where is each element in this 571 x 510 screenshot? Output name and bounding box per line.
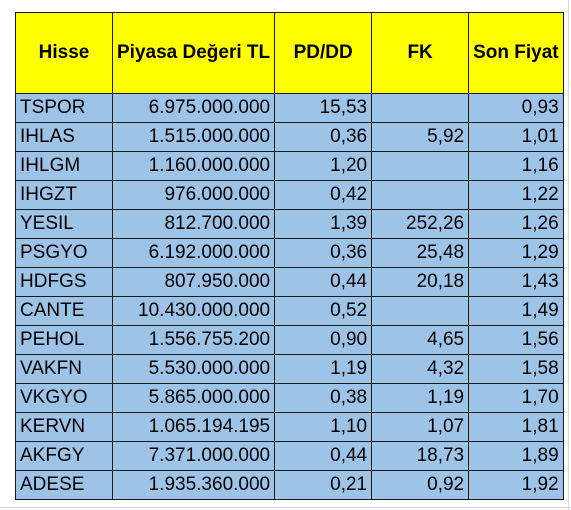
cell-pd-dd[interactable]: 0,44 (275, 268, 372, 297)
cell-piyasa-degeri[interactable]: 5.865.000.000 (113, 384, 275, 413)
cell-hisse[interactable]: IHLAS (16, 123, 113, 152)
table-row: YESIL 812.700.000 1,39 252,26 1,26 (16, 210, 564, 239)
cell-son-fiyat[interactable]: 1,56 (469, 326, 564, 355)
table-row: TSPOR 6.975.000.000 15,53 0,93 (16, 94, 564, 123)
cell-fk[interactable]: 1,19 (372, 384, 469, 413)
header-row: Hisse Piyasa Değeri TL PD/DD FK Son Fiya… (16, 13, 564, 94)
cell-fk[interactable]: 4,32 (372, 355, 469, 384)
cell-hisse[interactable]: KERVN (16, 413, 113, 442)
cell-son-fiyat[interactable]: 1,26 (469, 210, 564, 239)
cell-piyasa-degeri[interactable]: 10.430.000.000 (113, 297, 275, 326)
cell-piyasa-degeri[interactable]: 812.700.000 (113, 210, 275, 239)
header-piyasa-degeri[interactable]: Piyasa Değeri TL (113, 13, 275, 94)
cell-fk[interactable]: 0,92 (372, 471, 469, 500)
cell-son-fiyat[interactable]: 1,89 (469, 442, 564, 471)
cell-hisse[interactable]: PSGYO (16, 239, 113, 268)
cell-pd-dd[interactable]: 0,42 (275, 181, 372, 210)
cell-pd-dd[interactable]: 0,52 (275, 297, 372, 326)
cell-piyasa-degeri[interactable]: 5.530.000.000 (113, 355, 275, 384)
header-fk[interactable]: FK (372, 13, 469, 94)
grid-edge-right (568, 0, 569, 510)
cell-son-fiyat[interactable]: 1,81 (469, 413, 564, 442)
cell-fk[interactable]: 18,73 (372, 442, 469, 471)
header-son-fiyat[interactable]: Son Fiyat (469, 13, 564, 94)
cell-son-fiyat[interactable]: 1,58 (469, 355, 564, 384)
cell-hisse[interactable]: IHGZT (16, 181, 113, 210)
cell-pd-dd[interactable]: 0,36 (275, 239, 372, 268)
cell-fk[interactable] (372, 152, 469, 181)
cell-pd-dd[interactable]: 1,20 (275, 152, 372, 181)
cell-hisse[interactable]: TSPOR (16, 94, 113, 123)
table-row: PSGYO 6.192.000.000 0,36 25,48 1,29 (16, 239, 564, 268)
cell-piyasa-degeri[interactable]: 7.371.000.000 (113, 442, 275, 471)
table-row: IHLGM 1.160.000.000 1,20 1,16 (16, 152, 564, 181)
table-row: CANTE 10.430.000.000 0,52 1,49 (16, 297, 564, 326)
cell-piyasa-degeri[interactable]: 6.192.000.000 (113, 239, 275, 268)
cell-hisse[interactable]: VAKFN (16, 355, 113, 384)
cell-son-fiyat[interactable]: 1,92 (469, 471, 564, 500)
cell-fk[interactable] (372, 94, 469, 123)
cell-fk[interactable]: 4,65 (372, 326, 469, 355)
cell-pd-dd[interactable]: 1,39 (275, 210, 372, 239)
table-row: VKGYO 5.865.000.000 0,38 1,19 1,70 (16, 384, 564, 413)
table-row: VAKFN 5.530.000.000 1,19 4,32 1,58 (16, 355, 564, 384)
cell-fk[interactable] (372, 297, 469, 326)
grid-edge-bottom (0, 507, 571, 508)
table-row: PEHOL 1.556.755.200 0,90 4,65 1,56 (16, 326, 564, 355)
cell-piyasa-degeri[interactable]: 1.160.000.000 (113, 152, 275, 181)
cell-fk[interactable]: 252,26 (372, 210, 469, 239)
cell-hisse[interactable]: VKGYO (16, 384, 113, 413)
cell-son-fiyat[interactable]: 1,29 (469, 239, 564, 268)
header-hisse[interactable]: Hisse (16, 13, 113, 94)
cell-piyasa-degeri[interactable]: 6.975.000.000 (113, 94, 275, 123)
cell-pd-dd[interactable]: 15,53 (275, 94, 372, 123)
cell-fk[interactable]: 1,07 (372, 413, 469, 442)
cell-son-fiyat[interactable]: 1,16 (469, 152, 564, 181)
table-row: KERVN 1.065.194.195 1,10 1,07 1,81 (16, 413, 564, 442)
cell-son-fiyat[interactable]: 1,22 (469, 181, 564, 210)
header-pd-dd[interactable]: PD/DD (275, 13, 372, 94)
cell-piyasa-degeri[interactable]: 976.000.000 (113, 181, 275, 210)
cell-hisse[interactable]: ADESE (16, 471, 113, 500)
cell-hisse[interactable]: AKFGY (16, 442, 113, 471)
cell-piyasa-degeri[interactable]: 1.935.360.000 (113, 471, 275, 500)
cell-son-fiyat[interactable]: 1,43 (469, 268, 564, 297)
cell-piyasa-degeri[interactable]: 1.065.194.195 (113, 413, 275, 442)
cell-pd-dd[interactable]: 0,44 (275, 442, 372, 471)
cell-pd-dd[interactable]: 1,19 (275, 355, 372, 384)
cell-son-fiyat[interactable]: 1,49 (469, 297, 564, 326)
cell-son-fiyat[interactable]: 0,93 (469, 94, 564, 123)
cell-son-fiyat[interactable]: 1,70 (469, 384, 564, 413)
cell-son-fiyat[interactable]: 1,01 (469, 123, 564, 152)
cell-pd-dd[interactable]: 1,10 (275, 413, 372, 442)
cell-hisse[interactable]: PEHOL (16, 326, 113, 355)
cell-hisse[interactable]: CANTE (16, 297, 113, 326)
cell-fk[interactable] (372, 181, 469, 210)
cell-fk[interactable]: 20,18 (372, 268, 469, 297)
cell-fk[interactable]: 25,48 (372, 239, 469, 268)
table-row: IHLAS 1.515.000.000 0,36 5,92 1,01 (16, 123, 564, 152)
table-body: TSPOR 6.975.000.000 15,53 0,93 IHLAS 1.515.00… (16, 94, 564, 500)
cell-pd-dd[interactable]: 0,36 (275, 123, 372, 152)
cell-piyasa-degeri[interactable]: 807.950.000 (113, 268, 275, 297)
table-row: AKFGY 7.371.000.000 0,44 18,73 1,89 (16, 442, 564, 471)
cell-hisse[interactable]: YESIL (16, 210, 113, 239)
cell-fk[interactable]: 5,92 (372, 123, 469, 152)
cell-piyasa-degeri[interactable]: 1.515.000.000 (113, 123, 275, 152)
cell-pd-dd[interactable]: 0,38 (275, 384, 372, 413)
stock-table: Hisse Piyasa Değeri TL PD/DD FK Son Fiya… (15, 12, 564, 500)
table-row: HDFGS 807.950.000 0,44 20,18 1,43 (16, 268, 564, 297)
cell-pd-dd[interactable]: 0,21 (275, 471, 372, 500)
cell-pd-dd[interactable]: 0,90 (275, 326, 372, 355)
cell-hisse[interactable]: HDFGS (16, 268, 113, 297)
table-row: IHGZT 976.000.000 0,42 1,22 (16, 181, 564, 210)
table-row: ADESE 1.935.360.000 0,21 0,92 1,92 (16, 471, 564, 500)
cell-piyasa-degeri[interactable]: 1.556.755.200 (113, 326, 275, 355)
cell-hisse[interactable]: IHLGM (16, 152, 113, 181)
